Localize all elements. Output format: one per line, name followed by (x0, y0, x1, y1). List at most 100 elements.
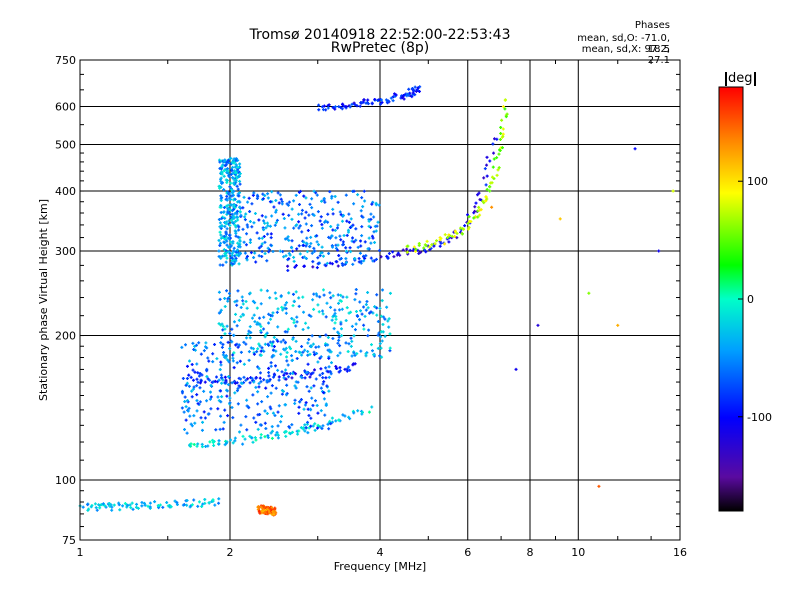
echo-point (331, 207, 335, 211)
echo-point (294, 350, 298, 354)
x-tick-label: 2 (227, 546, 234, 559)
echo-point (363, 256, 367, 260)
echo-points (78, 85, 675, 517)
echo-point (287, 425, 291, 429)
echo-point (235, 209, 239, 213)
echo-point (284, 377, 288, 381)
echo-point (305, 370, 309, 374)
echo-point (316, 423, 320, 427)
echo-point (232, 207, 236, 211)
echo-point (242, 195, 246, 199)
echo-point (231, 171, 235, 175)
echo-point (248, 210, 252, 214)
echo-point (329, 305, 333, 309)
echo-point (110, 508, 114, 512)
echo-point (188, 414, 192, 418)
echo-point (223, 296, 227, 300)
echo-point (485, 155, 489, 159)
echo-point (488, 189, 492, 193)
echo-point (314, 345, 318, 349)
echo-point (327, 427, 331, 431)
echo-point (333, 311, 337, 315)
echo-point (353, 362, 357, 366)
echo-point (374, 229, 378, 233)
echo-point (293, 265, 297, 269)
echo-point (425, 239, 429, 243)
echo-point (246, 200, 250, 204)
echo-point (304, 257, 308, 261)
echo-point (206, 412, 210, 416)
echo-point (294, 324, 298, 328)
echo-point (277, 404, 281, 408)
echo-point (253, 320, 257, 324)
echo-point (324, 403, 328, 407)
echo-point (265, 232, 269, 236)
echo-point (477, 191, 481, 195)
echo-point (234, 179, 238, 183)
echo-point (199, 379, 203, 383)
echo-point (282, 217, 286, 221)
echo-point (205, 399, 209, 403)
echo-point (315, 403, 319, 407)
echo-point (259, 244, 263, 248)
echo-point (304, 244, 308, 248)
echo-point (206, 356, 210, 360)
echo-point (336, 248, 340, 252)
echo-point (270, 429, 274, 433)
echo-point (268, 296, 272, 300)
echo-point (223, 327, 227, 331)
echo-point (333, 308, 337, 312)
echo-point (453, 229, 457, 233)
echo-point (504, 115, 508, 119)
colorbar-tick-label: 100 (747, 175, 768, 188)
echo-point (186, 409, 190, 413)
echo-point (292, 255, 296, 259)
echo-point (268, 224, 272, 228)
echo-point (241, 227, 245, 231)
echo-point (288, 253, 292, 257)
echo-point (481, 199, 485, 203)
echo-point (212, 443, 216, 447)
echo-point (225, 178, 229, 182)
echo-point (222, 210, 226, 214)
echo-point (330, 420, 334, 424)
echo-point (202, 389, 206, 393)
echo-point (339, 238, 343, 242)
chart-subtitle: RwPretec (8p) (330, 40, 430, 56)
echo-point (192, 414, 196, 418)
echo-point (185, 364, 189, 368)
echo-point (558, 217, 562, 221)
echo-point (262, 234, 266, 238)
echo-point (252, 416, 256, 420)
echo-point (234, 343, 238, 347)
echo-point (301, 426, 305, 430)
echo-point (359, 349, 363, 353)
echo-point (285, 202, 289, 206)
echo-point (265, 379, 269, 383)
echo-point (193, 344, 197, 348)
echo-point (263, 252, 267, 256)
x-tick-label: 16 (673, 546, 687, 559)
echo-point (294, 372, 298, 376)
echo-point (252, 380, 256, 384)
echo-point (352, 351, 356, 355)
echo-point (345, 306, 349, 310)
echo-point (252, 352, 256, 356)
echo-point (336, 341, 340, 345)
echo-point (338, 369, 342, 373)
echo-point (350, 102, 354, 106)
echo-point (387, 317, 391, 321)
echo-point (413, 93, 417, 97)
echo-point (302, 310, 306, 314)
echo-point (243, 215, 247, 219)
echo-point (224, 222, 228, 226)
echo-point (209, 390, 212, 394)
echo-point (208, 378, 212, 382)
echo-point (238, 162, 242, 166)
echo-point (297, 304, 301, 308)
echo-point (226, 299, 230, 303)
echo-point (379, 255, 383, 259)
echo-point (231, 165, 235, 169)
echo-point (267, 370, 271, 374)
echo-point (284, 307, 288, 311)
